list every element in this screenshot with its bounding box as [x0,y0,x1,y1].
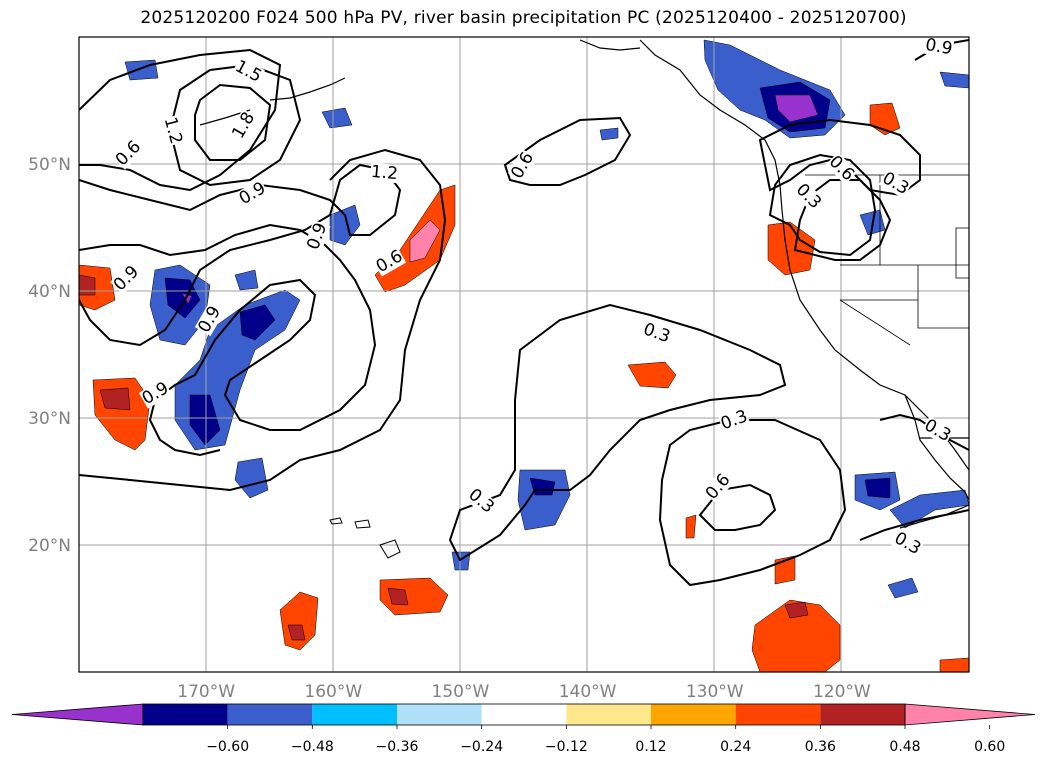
colorbar-segment [735,704,821,725]
colorbar-segment [820,704,905,725]
lat-tick-label: 20°N [28,536,71,556]
colorbar-tick-label: −0.24 [460,739,503,755]
state-borders [805,174,969,346]
colorbar-segment [312,704,397,725]
colorbar-tick-label: −0.36 [376,739,419,755]
contour-label: 0.9 [924,35,954,59]
islands [329,517,401,559]
chart-title: 2025120200 F024 500 hPa PV, river basin … [140,8,907,28]
lat-tick-label: 40°N [28,282,71,302]
colorbar-tick-label: −0.12 [545,739,588,755]
plot-frame [78,36,970,673]
colorbar-tick-label: −0.60 [206,739,249,755]
lon-tick-label: 170°W [177,682,235,702]
lat-tick-label: 30°N [28,409,71,429]
colorbar-segment [227,704,313,725]
lon-tick-label: 130°W [686,682,744,702]
colorbar-tick-label: 0.12 [635,739,666,755]
colorbar-tick-label: 0.48 [889,739,920,755]
latitude-labels: 20°N 30°N 40°N 50°N [28,155,71,556]
colorbar-tick-label: 0.24 [720,739,751,755]
lon-tick-label: 150°W [432,682,490,702]
longitude-labels: 170°W 160°W 150°W 140°W 130°W 120°W [177,682,871,702]
colorbar-segment [397,704,482,725]
colorbar-extend-min [11,703,144,726]
colorbar-segment [143,704,228,725]
colorbar-tick-label: 0.60 [974,739,1005,755]
pv-contours [79,39,969,587]
lon-tick-label: 140°W [559,682,617,702]
colorbar-tick-label: 0.36 [805,739,836,755]
contour-label: 1.2 [370,162,399,184]
lat-tick-label: 50°N [28,155,71,175]
lon-tick-label: 160°W [304,682,362,702]
colorbar-extend-max [904,703,1036,726]
colorbar-tick-label: −0.48 [291,739,334,755]
colorbar: −0.60 −0.48 −0.36 −0.24 −0.12 0.12 0.24 0.36 0.4… [11,703,1036,755]
colorbar-segment [651,704,736,725]
lon-tick-label: 120°W [813,682,871,702]
colorbar-segment [481,704,567,725]
colorbar-segment [566,704,651,725]
coastlines [199,39,969,529]
